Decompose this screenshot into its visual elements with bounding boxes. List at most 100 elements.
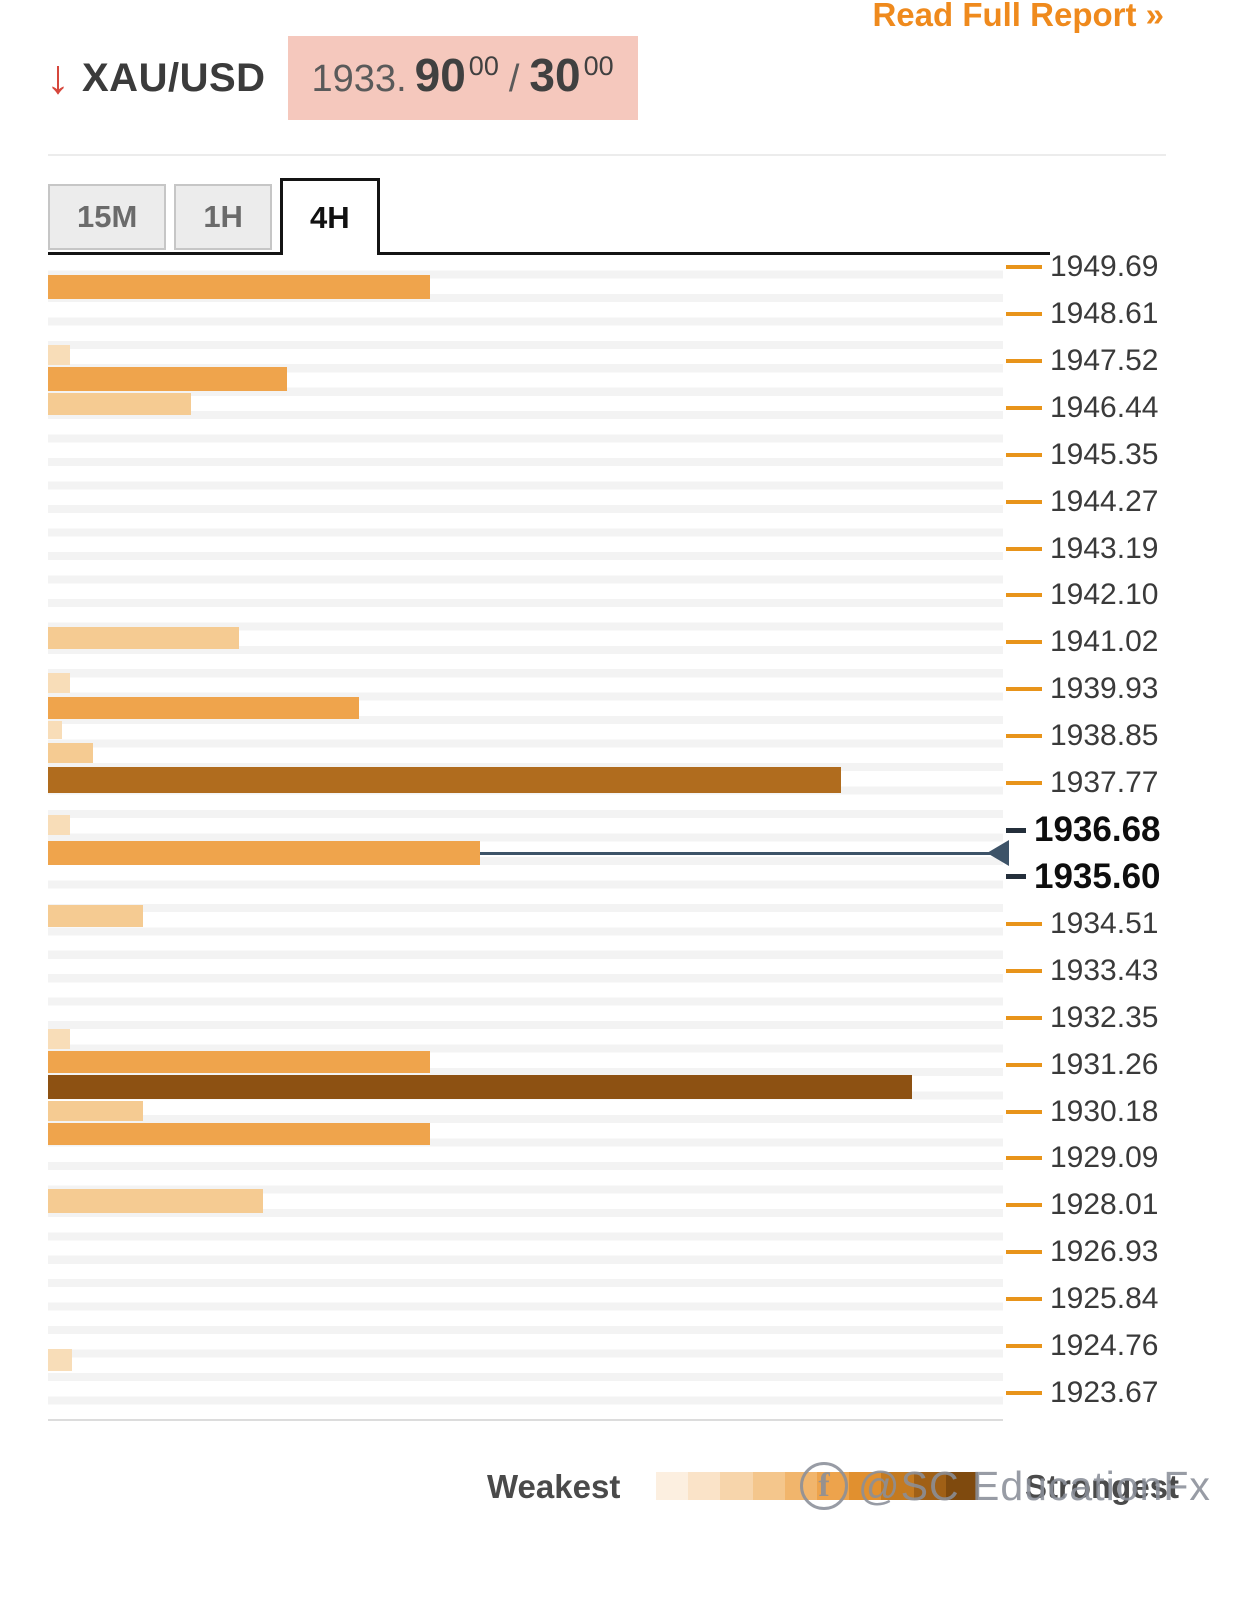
price-label: 1941.02 xyxy=(1050,625,1159,659)
price-label: 1939.93 xyxy=(1050,672,1159,706)
price-tick xyxy=(1006,452,1042,457)
price-label: 1947.52 xyxy=(1050,343,1159,377)
price-label: 1948.61 xyxy=(1050,296,1159,330)
confluence-bar xyxy=(48,1051,430,1073)
confluence-bar xyxy=(48,367,287,391)
confluence-bar xyxy=(48,815,70,835)
current-price-marker-icon xyxy=(987,840,1009,866)
price-integer: 1933. xyxy=(311,58,407,100)
read-full-report-link[interactable]: Read Full Report » xyxy=(872,0,1164,33)
confluence-bar xyxy=(48,1349,72,1371)
price-tick xyxy=(1006,1062,1042,1067)
bid-price-decimals: 00 xyxy=(468,51,499,81)
facebook-icon: f xyxy=(800,1462,848,1510)
price-tick xyxy=(1006,1156,1042,1161)
confluence-bar xyxy=(48,627,239,649)
price-label: 1923.67 xyxy=(1050,1376,1159,1410)
confluence-bar xyxy=(48,905,143,927)
ask-price-decimals: 00 xyxy=(583,51,614,81)
confluence-bar xyxy=(48,721,63,739)
price-label: 1929.09 xyxy=(1050,1141,1159,1175)
price-tick xyxy=(1006,546,1042,551)
confluence-bar xyxy=(48,1029,70,1049)
price-label: 1928.01 xyxy=(1050,1188,1159,1222)
price-quote: 1933. 90 00 / 30 00 xyxy=(287,36,638,120)
price-label: 1926.93 xyxy=(1050,1235,1159,1269)
price-label: 1949.69 xyxy=(1050,250,1159,283)
pair-title: XAU/USD xyxy=(82,55,266,100)
confluence-bar xyxy=(48,393,192,415)
confluence-chart: 1949.69 1948.61 1947.52 1946.44 1945.35 1944.… xyxy=(48,250,1161,1421)
tab-15m[interactable]: 15M xyxy=(48,184,167,250)
watermark: f @SC EducationFx xyxy=(800,1462,1211,1510)
price-label: 1943.19 xyxy=(1050,531,1159,565)
legend-gradient-segment xyxy=(849,1472,882,1500)
legend-gradient-segment xyxy=(945,1472,979,1500)
header-divider xyxy=(48,154,1166,156)
confluence-bar xyxy=(48,743,93,763)
legend-gradient-segment xyxy=(752,1472,785,1500)
price-down-arrow-icon: ↓ xyxy=(46,51,70,104)
price-label: 1934.51 xyxy=(1050,906,1159,940)
confluence-bar xyxy=(48,767,841,793)
price-tick xyxy=(1006,405,1042,410)
confluence-bar xyxy=(48,1075,913,1099)
tab-4h[interactable]: 4H xyxy=(279,178,380,255)
confluence-bar xyxy=(48,345,70,365)
price-label: 1944.27 xyxy=(1050,484,1159,518)
price-tick xyxy=(1006,358,1042,363)
price-tick xyxy=(1006,499,1042,504)
legend-gradient-segment xyxy=(881,1472,914,1500)
price-axis: 1949.69 1948.61 1947.52 1946.44 1945.35 1944.… xyxy=(1006,250,1242,1421)
price-label: 1932.35 xyxy=(1050,1000,1159,1034)
confluence-bar xyxy=(48,841,480,865)
price-tick xyxy=(1006,640,1042,645)
price-label: 1933.43 xyxy=(1050,953,1159,987)
price-tick xyxy=(1006,1297,1042,1302)
price-tick xyxy=(1006,827,1026,833)
legend-weakest-label: Weakest xyxy=(487,1468,621,1505)
pair-header: ↓ XAU/USD 1933. 90 00 / 30 00 xyxy=(46,36,638,120)
price-tick xyxy=(1006,921,1042,926)
price-label: 1945.35 xyxy=(1050,437,1159,471)
price-tick xyxy=(1006,311,1042,316)
price-label: 1925.84 xyxy=(1050,1282,1159,1316)
confluence-bar xyxy=(48,697,360,719)
confluence-bar xyxy=(48,1189,263,1213)
confluence-bar xyxy=(48,1123,430,1145)
price-label: 1935.60 xyxy=(1034,856,1161,896)
legend-gradient-segment xyxy=(688,1472,721,1500)
legend-strongest-label: Strongest xyxy=(1025,1468,1180,1505)
price-label: 1942.10 xyxy=(1050,578,1159,612)
price-tick xyxy=(1006,874,1026,880)
bid-price: 90 xyxy=(414,49,466,101)
confluence-bar xyxy=(48,1101,143,1121)
confluence-bar xyxy=(48,275,430,299)
price-label: 1936.68 xyxy=(1034,810,1161,850)
legend-gradient-segment xyxy=(720,1472,753,1500)
legend-gradient-segment xyxy=(913,1472,946,1500)
price-tick xyxy=(1006,1391,1042,1396)
price-tick xyxy=(1006,1344,1042,1349)
price-label: 1931.26 xyxy=(1050,1047,1159,1081)
price-tick xyxy=(1006,593,1042,598)
bid-ask-separator: / xyxy=(508,58,520,100)
price-tick xyxy=(1006,1250,1042,1255)
plot-area xyxy=(48,255,1009,1421)
watermark-text: @SC EducationFx xyxy=(858,1462,1211,1509)
current-price-line xyxy=(479,852,1003,855)
price-tick xyxy=(1006,1109,1042,1114)
tab-1h[interactable]: 1H xyxy=(174,184,272,250)
price-tick xyxy=(1006,1203,1042,1208)
price-tick xyxy=(1006,1015,1042,1020)
price-label: 1938.85 xyxy=(1050,719,1159,753)
price-tick xyxy=(1006,687,1042,692)
confluence-bar xyxy=(48,673,70,693)
price-label: 1946.44 xyxy=(1050,390,1159,424)
ask-price: 30 xyxy=(529,49,581,101)
price-tick xyxy=(1006,265,1042,269)
price-label: 1924.76 xyxy=(1050,1329,1159,1363)
price-tick xyxy=(1006,968,1042,973)
price-tick xyxy=(1006,734,1042,739)
legend-gradient-segment xyxy=(656,1472,689,1500)
